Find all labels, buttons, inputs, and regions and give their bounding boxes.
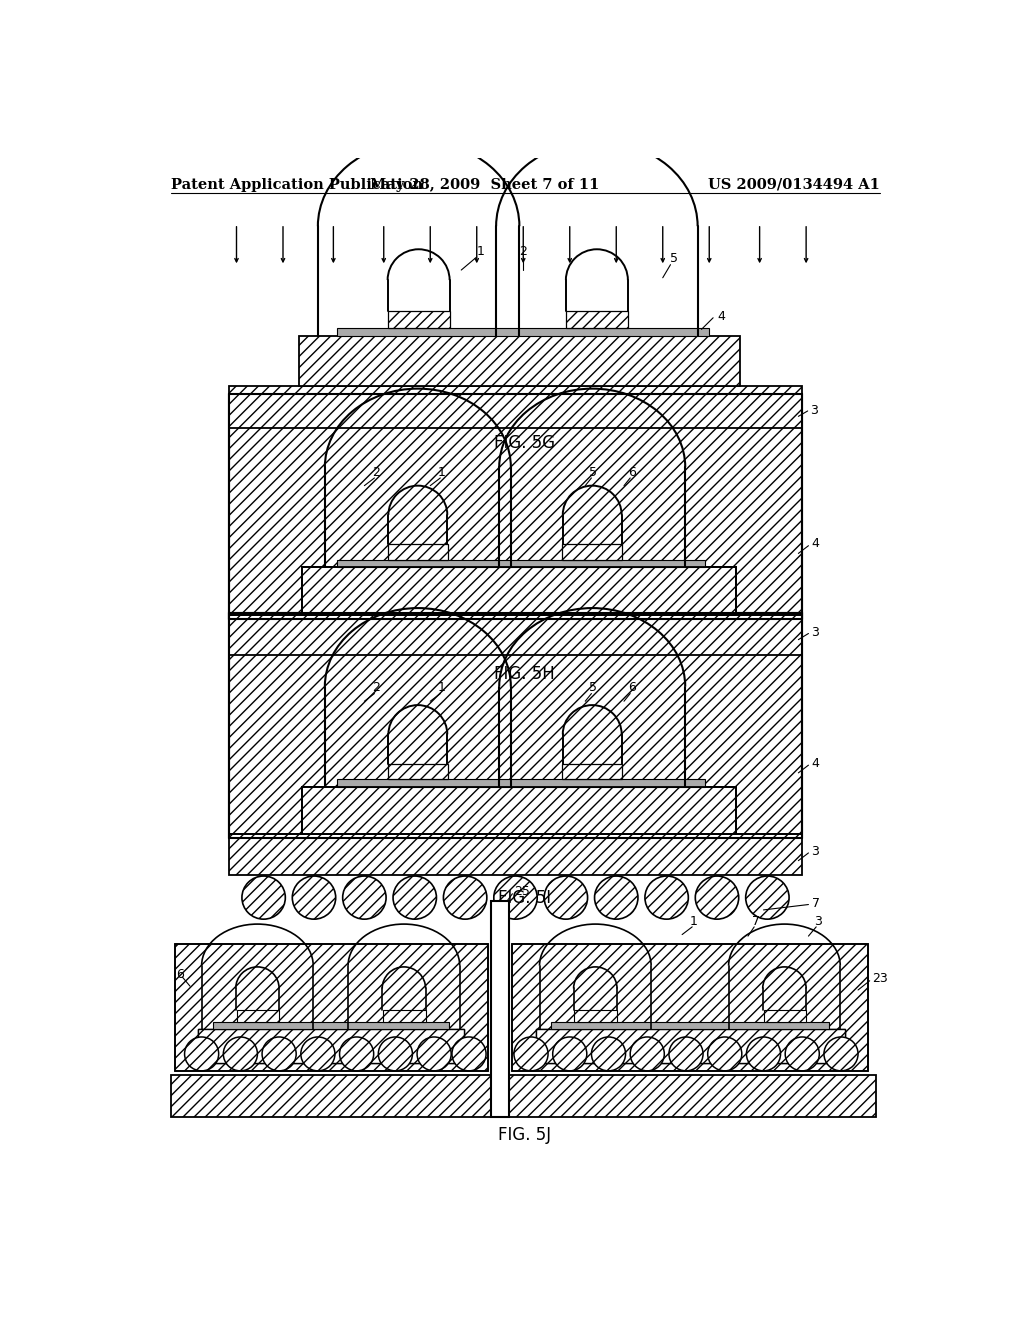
Text: 1: 1	[438, 466, 445, 479]
Bar	[228, 385, 802, 428]
Text: 4: 4	[812, 756, 819, 770]
Bar	[228, 395, 802, 619]
Text: US 2009/0134494 A1: US 2009/0134494 A1	[708, 178, 880, 191]
Bar	[198, 1028, 464, 1063]
Text: 4: 4	[717, 310, 725, 323]
Ellipse shape	[417, 1038, 452, 1071]
Text: 1: 1	[438, 681, 445, 694]
Text: 2: 2	[372, 466, 380, 479]
Ellipse shape	[544, 876, 588, 919]
Text: 7: 7	[752, 915, 760, 928]
Text: 6: 6	[176, 969, 184, 982]
Bar	[566, 312, 628, 327]
Text: 3: 3	[812, 626, 819, 639]
Ellipse shape	[669, 1038, 703, 1071]
Text: 5: 5	[671, 252, 678, 265]
Ellipse shape	[592, 1038, 626, 1071]
Ellipse shape	[340, 1038, 374, 1071]
Text: 3: 3	[812, 845, 819, 858]
Bar	[492, 902, 509, 1117]
Bar	[536, 1028, 845, 1063]
Bar	[337, 779, 706, 787]
Bar	[512, 944, 868, 1071]
Bar	[213, 1022, 449, 1028]
Bar	[388, 763, 449, 779]
Bar	[237, 1010, 280, 1022]
Ellipse shape	[553, 1038, 587, 1071]
Text: 1: 1	[690, 915, 697, 928]
Text: Patent Application Publication: Patent Application Publication	[171, 178, 423, 191]
Ellipse shape	[292, 876, 336, 919]
Text: 3: 3	[814, 915, 821, 928]
Text: 7: 7	[812, 896, 819, 909]
Ellipse shape	[514, 1038, 548, 1071]
Bar	[574, 1010, 617, 1022]
Ellipse shape	[746, 1038, 780, 1071]
Bar	[562, 763, 623, 779]
Text: 1: 1	[477, 244, 484, 257]
Bar	[171, 1074, 876, 1117]
Ellipse shape	[645, 876, 688, 919]
Text: 23: 23	[872, 973, 888, 985]
Ellipse shape	[443, 876, 486, 919]
Bar	[302, 568, 736, 615]
Bar	[299, 335, 740, 385]
Text: FIG. 5I: FIG. 5I	[499, 888, 551, 907]
Bar	[388, 544, 449, 560]
Bar	[198, 1028, 464, 1063]
Bar	[764, 1010, 806, 1022]
Ellipse shape	[824, 1038, 858, 1071]
Ellipse shape	[452, 1038, 486, 1071]
Bar	[551, 1022, 829, 1028]
Text: 2: 2	[519, 244, 527, 257]
Ellipse shape	[378, 1038, 413, 1071]
Text: 4: 4	[812, 537, 819, 550]
Bar	[302, 568, 736, 615]
Ellipse shape	[494, 876, 538, 919]
Bar	[174, 944, 487, 1071]
Bar	[536, 1028, 845, 1063]
Bar	[512, 944, 868, 1071]
Ellipse shape	[595, 876, 638, 919]
Ellipse shape	[242, 876, 286, 919]
Bar	[228, 615, 802, 655]
Bar	[337, 327, 710, 335]
Text: FIG. 5J: FIG. 5J	[499, 1126, 551, 1143]
Ellipse shape	[262, 1038, 296, 1071]
Text: 2: 2	[372, 681, 380, 694]
Ellipse shape	[630, 1038, 665, 1071]
Ellipse shape	[745, 876, 790, 919]
Bar	[383, 1010, 426, 1022]
Text: 5: 5	[589, 681, 597, 694]
Ellipse shape	[343, 876, 386, 919]
Text: 6: 6	[628, 681, 636, 694]
Bar	[302, 787, 736, 834]
Ellipse shape	[785, 1038, 819, 1071]
Ellipse shape	[184, 1038, 219, 1071]
Ellipse shape	[223, 1038, 257, 1071]
Text: 6: 6	[628, 466, 636, 479]
Text: 3: 3	[810, 404, 818, 417]
Text: FIG. 5G: FIG. 5G	[495, 434, 555, 453]
Text: FIG. 5H: FIG. 5H	[495, 665, 555, 684]
Text: 25: 25	[514, 886, 529, 899]
Bar	[302, 787, 736, 834]
Bar	[228, 614, 802, 838]
Ellipse shape	[393, 876, 436, 919]
Ellipse shape	[695, 876, 738, 919]
Text: May 28, 2009  Sheet 7 of 11: May 28, 2009 Sheet 7 of 11	[370, 178, 599, 191]
Ellipse shape	[301, 1038, 335, 1071]
Bar	[174, 944, 487, 1071]
Bar	[228, 834, 802, 875]
Bar	[337, 560, 706, 568]
Bar	[562, 544, 623, 560]
Text: 5: 5	[589, 466, 597, 479]
Bar	[388, 312, 450, 327]
Ellipse shape	[708, 1038, 741, 1071]
